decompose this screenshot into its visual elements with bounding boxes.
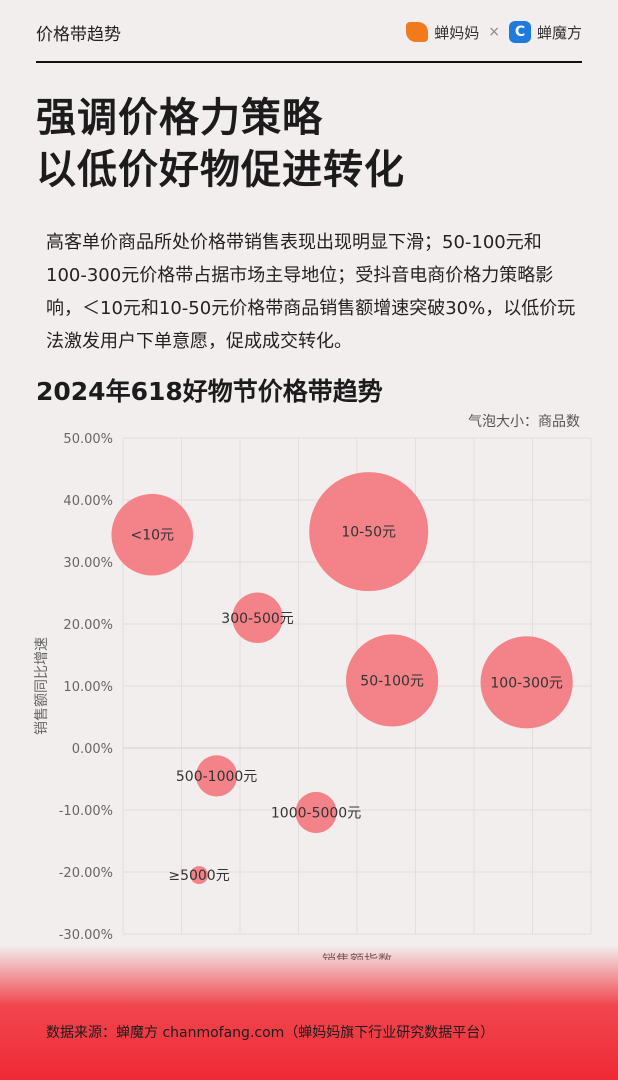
bubble	[480, 636, 573, 729]
chanmofang-logo-icon: C	[508, 21, 531, 43]
y-tick-label: 10.00%	[63, 680, 113, 695]
bubble-label: 50-100元	[360, 673, 424, 689]
bubble	[111, 493, 194, 576]
brand2-name: 蝉魔方	[536, 23, 582, 42]
bubble-label: <10元	[130, 528, 174, 544]
section-title: 价格带趋势	[36, 24, 121, 45]
bubble-label: 300-500元	[221, 611, 294, 627]
data-source: 数据来源：蝉魔方 chanmofang.com（蝉妈妈旗下行业研究数据平台）	[46, 1025, 495, 1041]
footer-gradient	[0, 945, 618, 1080]
intro-paragraph: 高客单价商品所处价格带销售表现出现明显下滑；50-100元和100-300元价格…	[46, 232, 576, 352]
bubble	[309, 472, 429, 592]
bubble	[190, 866, 209, 885]
y-axis-label: 销售额同比增速	[34, 637, 50, 735]
y-tick-label: -30.00%	[59, 928, 113, 943]
y-tick-label: 40.00%	[63, 494, 113, 509]
bubble-size-legend: 气泡大小：商品数	[468, 414, 580, 430]
headline: 强调价格力策略 以低价好物促进转化	[36, 92, 405, 196]
bubble	[346, 634, 439, 727]
bubble-label: ≥5000元	[168, 868, 229, 884]
bubble-chart: 50.00% 40.00% 30.00% 20.00% 10.00% 0.00% -10.0…	[34, 432, 592, 960]
brand-logos: 蝉妈妈 × C 蝉魔方	[406, 21, 582, 43]
brand1-name: 蝉妈妈	[434, 23, 480, 42]
chanmama-logo-icon	[406, 22, 429, 42]
y-tick-label: 30.00%	[63, 556, 113, 571]
bubble-label: 500-1000元	[176, 769, 257, 785]
y-tick-label: 20.00%	[63, 618, 113, 633]
headline-line-1: 强调价格力策略	[36, 95, 323, 141]
bubble	[295, 791, 337, 834]
chart-title: 2024年618好物节价格带趋势	[36, 377, 383, 406]
times-sign: ×	[488, 24, 500, 40]
y-tick-label: -20.00%	[59, 866, 113, 881]
top-bar: 价格带趋势 蝉妈妈 × C 蝉魔方	[36, 18, 582, 46]
y-tick-label: 50.00%	[63, 432, 113, 447]
bubble	[232, 592, 283, 644]
header-divider	[36, 61, 582, 63]
headline-line-2: 以低价好物促进转化	[36, 147, 405, 193]
bubble-label: 100-300元	[490, 675, 563, 691]
bubble	[195, 755, 238, 797]
bubble-label: 10-50元	[341, 525, 396, 541]
bubble-label: 1000-5000元	[271, 805, 361, 821]
y-tick-label: -10.00%	[59, 804, 113, 819]
y-tick-label: 0.00%	[72, 742, 113, 757]
